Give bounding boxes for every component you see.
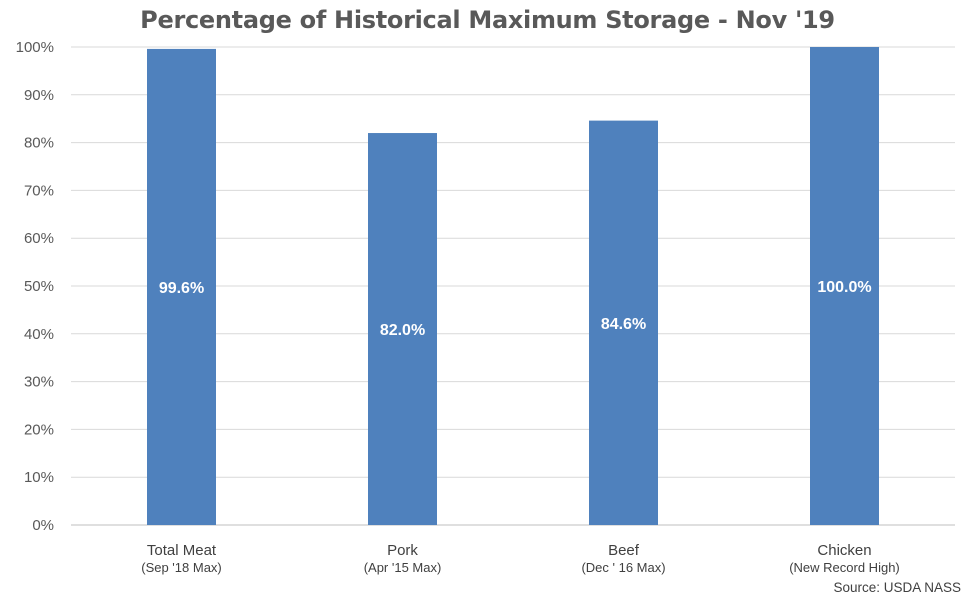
bar xyxy=(147,48,216,526)
category-sublabel: (Sep '18 Max) xyxy=(141,560,222,575)
y-tick-label: 100% xyxy=(16,39,54,56)
category-sublabel: (New Record High) xyxy=(789,560,900,575)
chart-title: Percentage of Historical Maximum Storage… xyxy=(140,6,835,34)
y-tick-label: 90% xyxy=(24,87,54,104)
y-tick-label: 50% xyxy=(24,278,54,295)
y-tick-label: 80% xyxy=(24,135,54,152)
source-note: Source: USDA NASS xyxy=(833,580,961,595)
data-label: 82.0% xyxy=(380,322,425,339)
category-label: Beef xyxy=(608,542,640,559)
y-tick-label: 70% xyxy=(24,182,54,199)
category-label: Chicken xyxy=(817,542,871,559)
data-label: 84.6% xyxy=(601,316,646,333)
bar xyxy=(810,47,879,525)
y-tick-label: 20% xyxy=(24,421,54,438)
y-tick-label: 10% xyxy=(24,469,54,486)
bar xyxy=(589,120,658,525)
category-label: Pork xyxy=(387,542,418,559)
category-sublabel: (Apr '15 Max) xyxy=(364,560,442,575)
y-tick-label: 30% xyxy=(24,374,54,391)
y-tick-label: 0% xyxy=(32,517,54,534)
bar xyxy=(368,133,437,526)
y-tick-label: 40% xyxy=(24,326,54,343)
category-label: Total Meat xyxy=(147,542,217,559)
data-label: 99.6% xyxy=(159,280,204,297)
category-sublabel: (Dec ' 16 Max) xyxy=(581,560,665,575)
data-label: 100.0% xyxy=(817,279,871,296)
y-tick-label: 60% xyxy=(24,230,54,247)
